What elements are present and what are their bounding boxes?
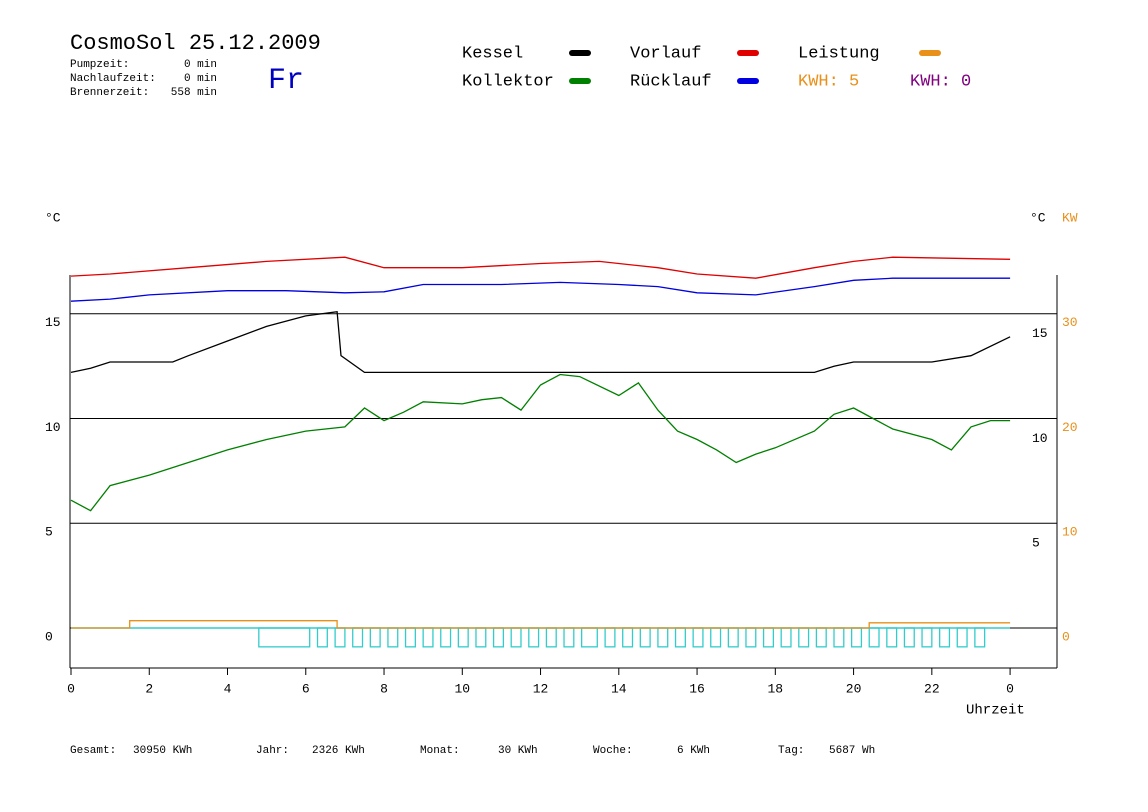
pulse — [745, 627, 757, 648]
y2-tick-label: 20 — [1062, 420, 1078, 435]
y2-tick-label: 10 — [1062, 525, 1078, 540]
y2-label: KW — [1062, 210, 1078, 225]
pulse — [492, 627, 505, 648]
pulse — [639, 627, 651, 648]
day: Fr — [268, 64, 304, 98]
y-tick-label: 0 — [45, 629, 53, 644]
x-tick-label: 12 — [533, 681, 549, 696]
pulse — [369, 627, 381, 648]
pulse — [674, 627, 686, 648]
pulse — [440, 627, 452, 648]
y-tick-label: 5 — [45, 525, 53, 540]
pulse — [510, 627, 522, 648]
pulse — [475, 627, 487, 648]
legend-label: Rücklauf — [630, 72, 712, 91]
pulse — [727, 627, 739, 648]
x-tick-label: 2 — [145, 681, 153, 696]
x-tick-label: 20 — [846, 681, 862, 696]
stat-label: Pumpzeit: — [70, 59, 129, 71]
x-tick-label: 14 — [611, 681, 627, 696]
pulse — [316, 627, 328, 648]
pulse — [903, 627, 915, 648]
pulse — [604, 627, 616, 648]
legend-label: Vorlauf — [630, 44, 701, 63]
x-tick-label: 16 — [689, 681, 705, 696]
pulse — [780, 627, 792, 648]
total-value: 30 KWh — [498, 745, 538, 757]
pulse — [457, 627, 469, 648]
pulse — [580, 627, 598, 648]
pulse — [833, 627, 845, 648]
y-inner-tick-label: 15 — [1032, 326, 1048, 341]
total-label: Jahr: — [256, 745, 289, 757]
x-label: Uhrzeit — [966, 703, 1025, 719]
pulse — [422, 627, 434, 648]
pulse — [563, 627, 575, 648]
stat-value: 0 min — [184, 73, 217, 85]
annotation: KWH: 0 — [910, 72, 971, 91]
title: CosmoSol 25.12.2009 — [70, 31, 321, 56]
total-value: 5687 Wh — [829, 745, 875, 757]
pulse — [528, 627, 540, 648]
pulse — [921, 627, 933, 648]
annotation: KWH: 5 — [798, 72, 859, 91]
stat-value: 558 min — [171, 87, 217, 99]
legend-label: Kessel — [462, 44, 523, 63]
series-line — [71, 620, 1011, 629]
x-tick-label: 10 — [454, 681, 470, 696]
total-label: Gesamt: — [70, 745, 116, 757]
pulse — [352, 627, 364, 648]
pulse — [258, 627, 311, 648]
pulse — [545, 627, 557, 648]
total-value: 6 KWh — [677, 745, 710, 757]
y-tick-label: 15 — [45, 315, 61, 330]
series-line — [70, 373, 1011, 512]
y-tick-label: 10 — [45, 420, 61, 435]
total-value: 2326 KWh — [312, 745, 365, 757]
pulse — [334, 627, 346, 648]
total-label: Monat: — [420, 745, 460, 757]
legend-label: Leistung — [798, 44, 880, 63]
total-label: Tag: — [778, 745, 804, 757]
stat-label: Brennerzeit: — [70, 87, 149, 99]
x-tick-label: 22 — [924, 681, 940, 696]
pulse — [762, 627, 775, 648]
x-tick-label: 8 — [380, 681, 388, 696]
x-tick-label: 0 — [67, 681, 75, 696]
total-label: Woche: — [593, 745, 633, 757]
pulse — [815, 627, 827, 648]
legend-label: Kollektor — [462, 72, 554, 91]
y-inner-tick-label: 10 — [1032, 431, 1048, 446]
y-label: °C — [45, 210, 61, 225]
pulse — [868, 627, 880, 648]
total-value: 30950 KWh — [133, 745, 192, 757]
pulse — [974, 627, 986, 648]
x-tick-label: 4 — [224, 681, 232, 696]
x-tick-label: 0 — [1006, 681, 1014, 696]
y2-tick-label: 0 — [1062, 629, 1070, 644]
pulse — [692, 627, 704, 648]
pulse — [404, 627, 416, 648]
pulse — [956, 627, 968, 648]
stat-value: 0 min — [184, 59, 217, 71]
pulse — [387, 627, 399, 648]
y2-label: °C — [1030, 210, 1046, 225]
pulse — [939, 627, 951, 648]
series-line — [70, 277, 1011, 302]
x-tick-label: 18 — [768, 681, 784, 696]
pulse — [710, 627, 722, 648]
stat-label: Nachlaufzeit: — [70, 73, 156, 85]
series-line — [70, 310, 1011, 374]
pulse — [886, 627, 898, 648]
pulse — [850, 627, 863, 648]
series-line — [70, 256, 1011, 279]
y2-tick-label: 30 — [1062, 315, 1078, 330]
pulse — [798, 627, 810, 648]
pulse — [622, 627, 634, 648]
y-inner-tick-label: 5 — [1032, 536, 1040, 551]
pulse — [657, 627, 669, 648]
x-tick-label: 6 — [302, 681, 310, 696]
